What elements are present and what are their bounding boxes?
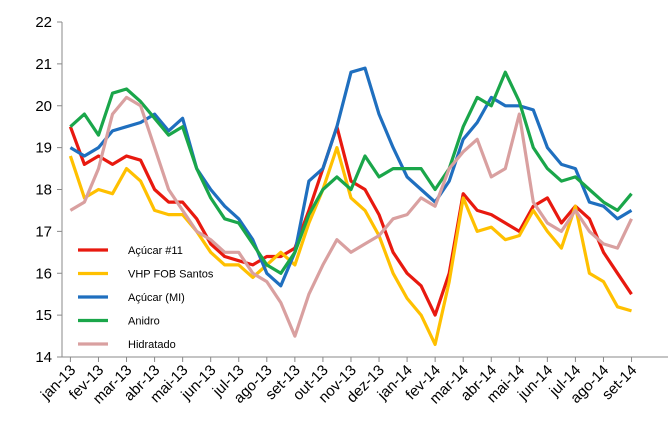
legend-label: Hidratado xyxy=(128,339,176,351)
y-tick-label: 19 xyxy=(35,140,52,157)
y-tick-label: 20 xyxy=(35,98,52,115)
y-tick-label: 21 xyxy=(35,56,52,73)
legend-label: Açúcar #11 xyxy=(128,245,183,257)
y-tick-label: 22 xyxy=(35,14,52,31)
legend-label: Açúcar (MI) xyxy=(128,292,185,304)
y-tick-label: 15 xyxy=(35,307,52,324)
y-tick-label: 16 xyxy=(35,265,52,282)
series-line xyxy=(68,146,632,346)
series-line xyxy=(69,70,633,275)
series-line xyxy=(68,125,633,317)
y-tick-label: 17 xyxy=(35,223,52,240)
y-tick-label: 14 xyxy=(35,349,52,366)
legend: Açúcar #11 VHP FOB Santos Açúcar (MI) Anidr… xyxy=(78,245,214,351)
legend-label: Anidro xyxy=(128,316,160,328)
series-line xyxy=(69,95,633,338)
y-tick-label: 18 xyxy=(35,182,52,199)
series-line xyxy=(69,66,633,288)
legend-label: VHP FOB Santos xyxy=(128,269,214,281)
